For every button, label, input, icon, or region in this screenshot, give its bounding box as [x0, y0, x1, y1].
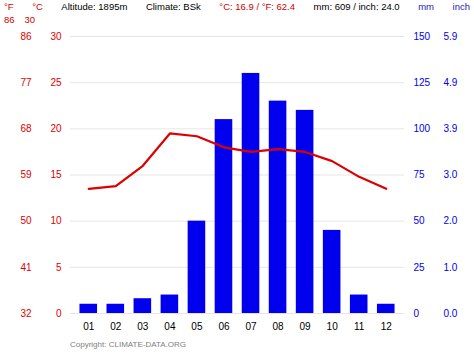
svg-text:0: 0: [56, 308, 62, 319]
svg-text:100: 100: [414, 123, 431, 134]
svg-text:5.9: 5.9: [444, 31, 458, 42]
svg-text:03: 03: [137, 321, 149, 332]
html-text:°F: °F: [4, 1, 14, 12]
html-text:inch: inch: [452, 1, 470, 12]
html-text:°C: 16.9 / °F: 62.4: °C: 16.9 / °F: 62.4: [219, 1, 295, 12]
svg-text:01: 01: [83, 321, 95, 332]
svg-text:125: 125: [414, 77, 431, 88]
svg-text:50: 50: [20, 215, 32, 226]
svg-text:3.0: 3.0: [444, 169, 458, 180]
svg-text:5: 5: [56, 262, 62, 273]
svg-text:02: 02: [110, 321, 122, 332]
svg-text:25: 25: [414, 262, 426, 273]
html-text:mm: mm: [418, 1, 434, 12]
svg-text:75: 75: [414, 169, 426, 180]
html-text:°C: °C: [32, 1, 43, 12]
svg-text:15: 15: [50, 169, 62, 180]
svg-text:2.0: 2.0: [444, 215, 458, 226]
svg-text:08: 08: [273, 321, 285, 332]
svg-text:50: 50: [414, 215, 426, 226]
html-text:Climate: BSk: Climate: BSk: [145, 1, 201, 12]
svg-text:06: 06: [218, 321, 230, 332]
svg-text:0.0: 0.0: [444, 308, 458, 319]
svg-text:150: 150: [414, 31, 431, 42]
svg-text:25: 25: [50, 77, 62, 88]
svg-text:04: 04: [164, 321, 176, 332]
html-text:86: 86: [4, 14, 15, 25]
svg-text:10: 10: [50, 215, 62, 226]
svg-text:0: 0: [414, 308, 420, 319]
svg-text:68: 68: [20, 123, 32, 134]
svg-text:20: 20: [50, 123, 62, 134]
html-text:30: 30: [24, 14, 36, 25]
html-text:mm: 609 / inch: 24.0: mm: 609 / inch: 24.0: [313, 1, 400, 12]
svg-text:11: 11: [354, 321, 365, 332]
html-text:Copyright: CLIMATE-DATA.ORG: Copyright: CLIMATE-DATA.ORG: [70, 340, 186, 349]
svg-text:59: 59: [20, 169, 32, 180]
svg-text:05: 05: [191, 321, 203, 332]
svg-text:4.9: 4.9: [444, 77, 458, 88]
svg-text:86: 86: [20, 31, 32, 42]
svg-text:3.9: 3.9: [444, 123, 458, 134]
svg-text:07: 07: [245, 321, 257, 332]
svg-text:41: 41: [20, 262, 32, 273]
svg-text:09: 09: [300, 321, 312, 332]
svg-text:1.0: 1.0: [444, 262, 458, 273]
svg-text:10: 10: [327, 321, 339, 332]
html-text:Altitude: 1895m: Altitude: 1895m: [61, 1, 128, 12]
svg-text:32: 32: [20, 308, 32, 319]
svg-text:77: 77: [20, 77, 32, 88]
svg-text:12: 12: [381, 321, 393, 332]
svg-text:30: 30: [50, 31, 62, 42]
